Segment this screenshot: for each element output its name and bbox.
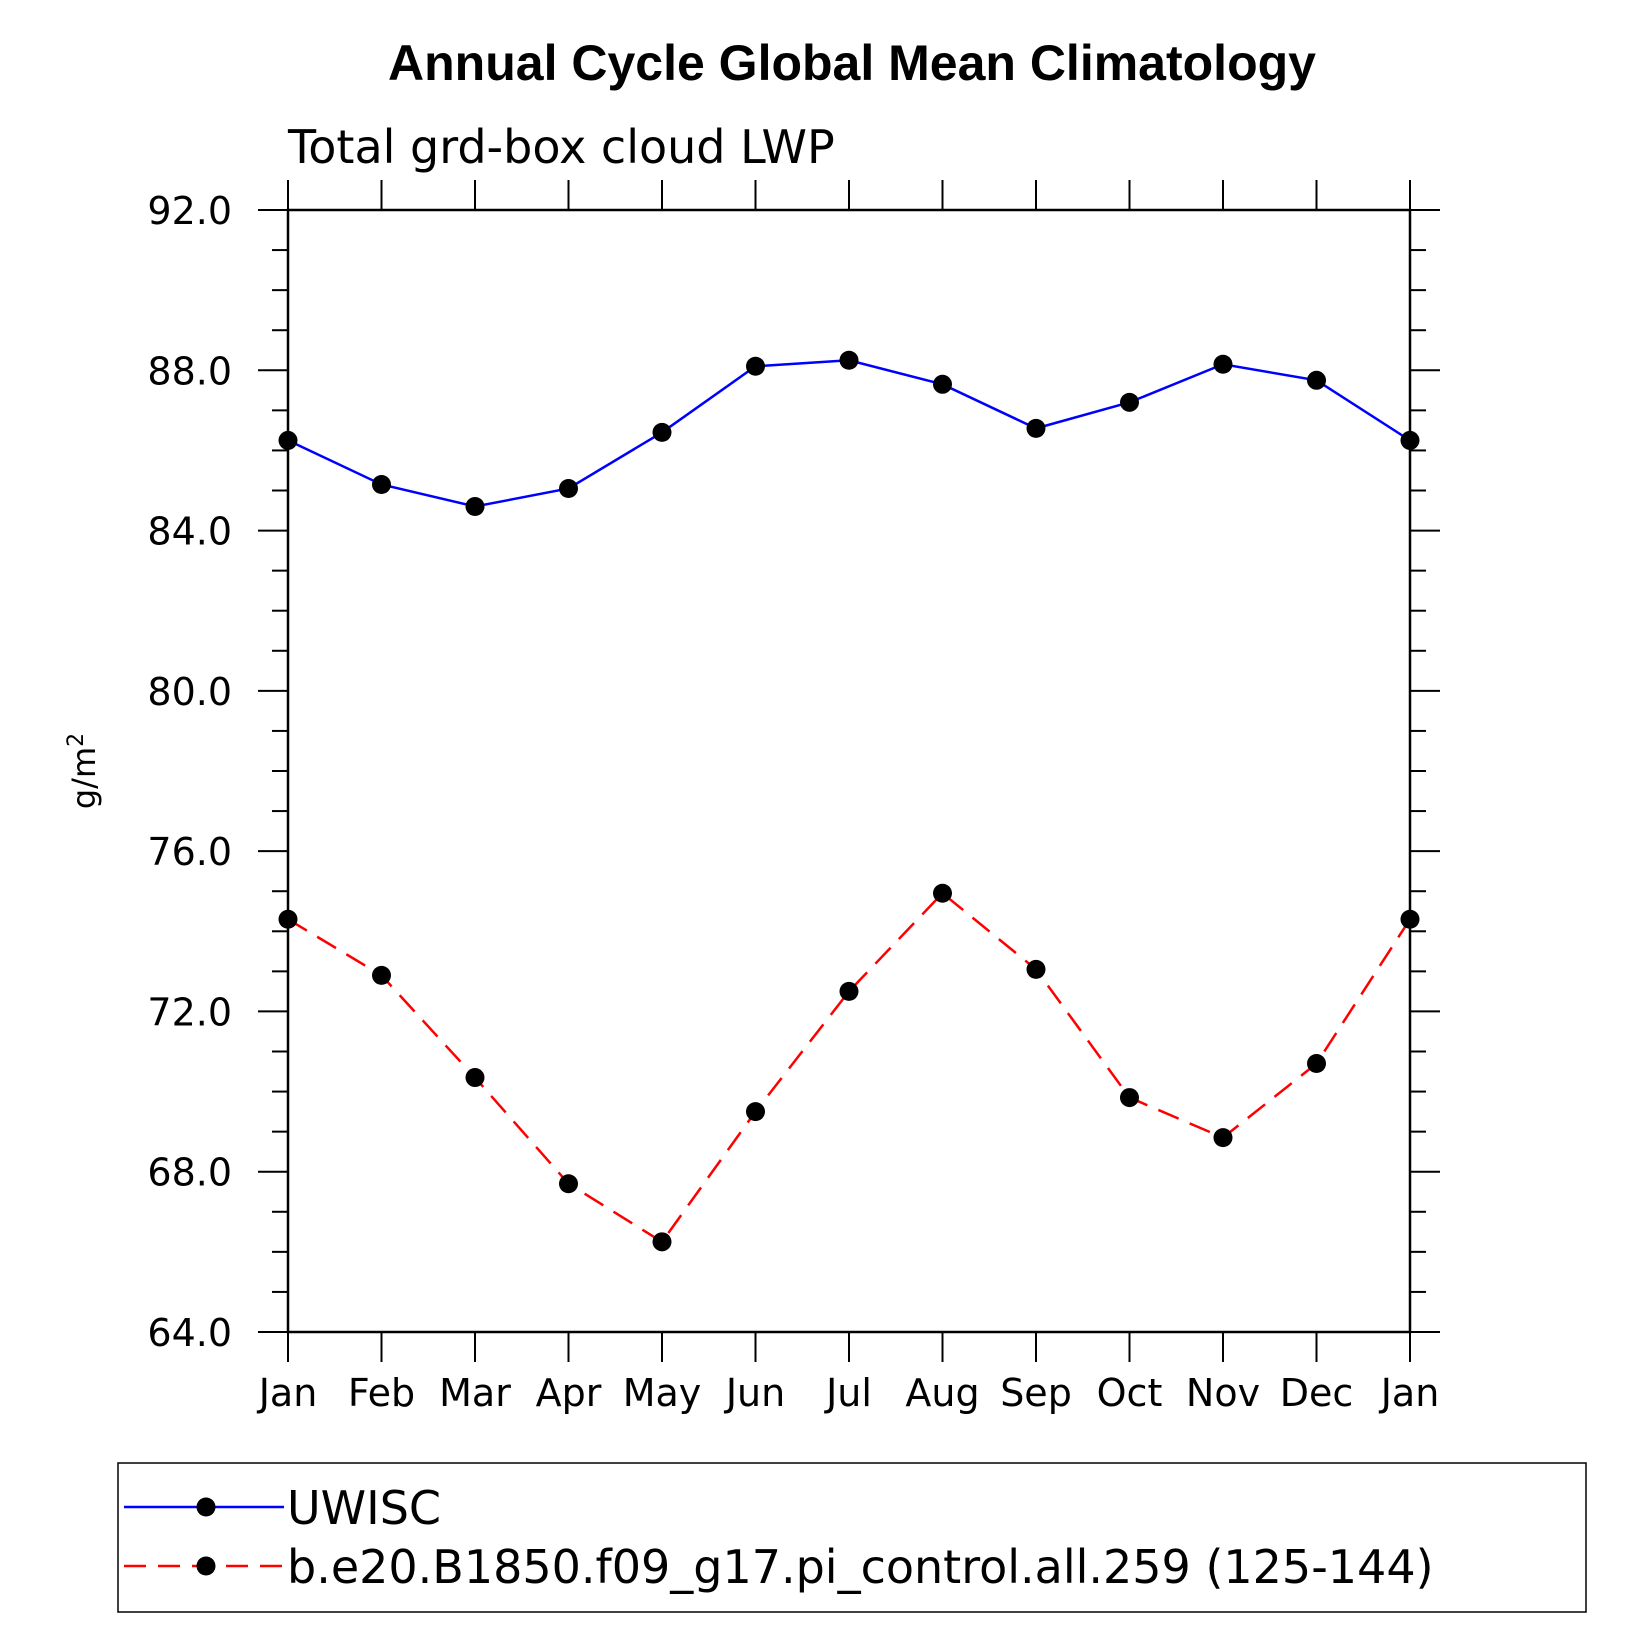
x-tick-label: Feb bbox=[348, 1371, 415, 1415]
legend-box bbox=[117, 1462, 1587, 1613]
data-point-1-10 bbox=[1213, 1128, 1233, 1148]
legend-item-control: b.e20.B1850.f09_g17.pi_control.all.259 (… bbox=[124, 1540, 1434, 1594]
data-point-0-9 bbox=[1120, 392, 1139, 412]
y-axis-label: g/m2 bbox=[64, 733, 103, 809]
y-tick-label: 84.0 bbox=[147, 510, 232, 554]
y-axis-label-group: g/m2 bbox=[64, 733, 103, 809]
x-tick-label: Aug bbox=[905, 1371, 979, 1415]
data-point-0-3 bbox=[559, 478, 578, 498]
data-point-1-9 bbox=[1120, 1088, 1139, 1108]
data-point-0-11 bbox=[1307, 370, 1326, 390]
data-point-1-3 bbox=[559, 1174, 578, 1194]
data-point-1-1 bbox=[372, 965, 391, 985]
plot-frame bbox=[286, 208, 1412, 1334]
y-tick-label: 72.0 bbox=[147, 990, 232, 1034]
x-axis-ticks: Jan Feb Mar Apr May Jun Jul Aug Sep Oct Nov Dec Jan bbox=[257, 180, 1440, 1415]
data-point-0-8 bbox=[1026, 418, 1046, 438]
data-point-1-2 bbox=[465, 1068, 485, 1088]
y-axis-ticks: 64.0 68.0 72.0 76.0 80.0 84.0 88.0 92.0 bbox=[147, 189, 1440, 1355]
data-point-1-11 bbox=[1307, 1054, 1326, 1074]
data-point-0-7 bbox=[933, 374, 952, 394]
data-point-1-12 bbox=[1400, 909, 1420, 929]
data-point-0-0 bbox=[278, 430, 298, 450]
data-point-1-6 bbox=[839, 981, 859, 1001]
data-point-0-12 bbox=[1400, 430, 1420, 450]
y-tick-label: 80.0 bbox=[147, 670, 232, 714]
series-line-0 bbox=[287, 359, 1411, 508]
x-tick-label: Dec bbox=[1280, 1371, 1354, 1415]
y-tick-label: 92.0 bbox=[147, 189, 232, 233]
legend: UWISC b.e20.B1850.f09_g17.pi_control.all… bbox=[117, 1462, 1587, 1613]
data-point-1-4 bbox=[652, 1232, 672, 1252]
series-line-1 bbox=[287, 891, 1412, 1244]
data-point-0-1 bbox=[372, 474, 391, 494]
x-tick-label: Oct bbox=[1097, 1371, 1163, 1415]
x-tick-label: Nov bbox=[1186, 1371, 1260, 1415]
legend-marker-uwisc bbox=[196, 1497, 216, 1517]
legend-marker-control bbox=[196, 1556, 216, 1576]
data-point-0-10 bbox=[1213, 354, 1233, 374]
x-tick-label: Jan bbox=[1379, 1371, 1440, 1415]
x-tick-label: Jul bbox=[824, 1371, 872, 1415]
x-tick-label: May bbox=[623, 1371, 702, 1415]
y-tick-label: 76.0 bbox=[147, 830, 232, 874]
y-tick-label: 68.0 bbox=[147, 1151, 232, 1195]
data-point-1-0 bbox=[278, 909, 298, 929]
y-tick-label: 64.0 bbox=[147, 1311, 232, 1355]
data-point-0-2 bbox=[465, 497, 485, 517]
series-layer bbox=[278, 350, 1420, 1252]
x-tick-label: Mar bbox=[439, 1371, 511, 1415]
data-point-0-4 bbox=[652, 422, 672, 442]
legend-item-uwisc: UWISC bbox=[124, 1481, 441, 1535]
y-tick-label: 88.0 bbox=[147, 349, 232, 393]
x-tick-label: Sep bbox=[1000, 1371, 1072, 1415]
data-point-1-5 bbox=[746, 1102, 765, 1122]
data-point-0-5 bbox=[746, 356, 765, 376]
legend-label-control: b.e20.B1850.f09_g17.pi_control.all.259 (… bbox=[287, 1540, 1434, 1594]
x-tick-label: Jun bbox=[724, 1371, 785, 1415]
data-point-1-7 bbox=[933, 883, 952, 903]
data-point-1-8 bbox=[1026, 959, 1046, 979]
x-tick-label: Jan bbox=[257, 1371, 318, 1415]
chart-subtitle: Total grd-box cloud LWP bbox=[287, 120, 835, 174]
chart-title: Annual Cycle Global Mean Climatology bbox=[388, 35, 1316, 91]
x-tick-label: Apr bbox=[536, 1371, 602, 1415]
data-point-0-6 bbox=[839, 350, 859, 370]
legend-label-uwisc: UWISC bbox=[287, 1481, 441, 1535]
